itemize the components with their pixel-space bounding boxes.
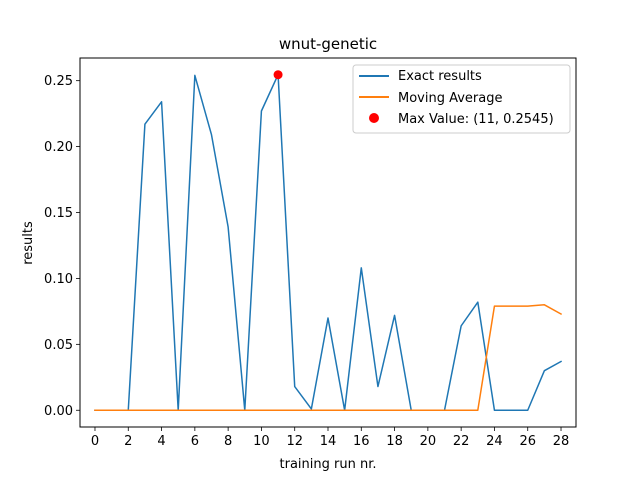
x-tick-label: 22	[453, 434, 470, 449]
y-tick-label: 0.25	[44, 74, 73, 89]
x-tick-label: 8	[224, 434, 232, 449]
x-tick-label: 10	[253, 434, 270, 449]
x-tick-label: 20	[420, 434, 437, 449]
legend-label-moving-average: Moving Average	[398, 91, 502, 106]
x-tick-label: 24	[486, 434, 503, 449]
legend-marker-max-value	[369, 113, 379, 123]
legend: Exact results Moving Average Max Value: …	[352, 64, 571, 134]
legend-label-exact-results: Exact results	[398, 69, 482, 84]
x-tick-label: 12	[286, 434, 303, 449]
x-tick-label: 16	[353, 434, 370, 449]
x-tick-label: 18	[386, 434, 403, 449]
y-tick-label: 0.00	[44, 404, 73, 419]
y-tick-label: 0.05	[44, 338, 73, 353]
series-line-moving-average	[94, 304, 563, 412]
y-axis-label: results	[21, 221, 36, 265]
legend-label-max-value: Max Value: (11, 0.2545)	[398, 112, 554, 127]
x-axis-label: training run nr.	[280, 457, 377, 472]
x-tick-label: 2	[124, 434, 132, 449]
legend-box	[352, 64, 571, 134]
x-tick-label: 4	[157, 434, 165, 449]
x-tick-label: 0	[91, 434, 99, 449]
x-tick-label: 28	[553, 434, 570, 449]
x-tick-label: 14	[320, 434, 337, 449]
y-tick-label: 0.20	[44, 140, 73, 155]
series-line-exact-results	[94, 73, 563, 412]
y-tick-label: 0.10	[44, 272, 73, 287]
y-tick-label: 0.15	[44, 206, 73, 221]
plot-area	[94, 70, 563, 412]
chart-title: wnut-genetic	[279, 35, 377, 53]
max-value-marker	[273, 70, 283, 80]
axis-ticks: 0 2 4 6 8 10 12 14 16 18 20 22 24 26 280.000.050.100.1…	[44, 74, 569, 449]
x-tick-label: 26	[519, 434, 536, 449]
x-tick-label: 6	[191, 434, 199, 449]
